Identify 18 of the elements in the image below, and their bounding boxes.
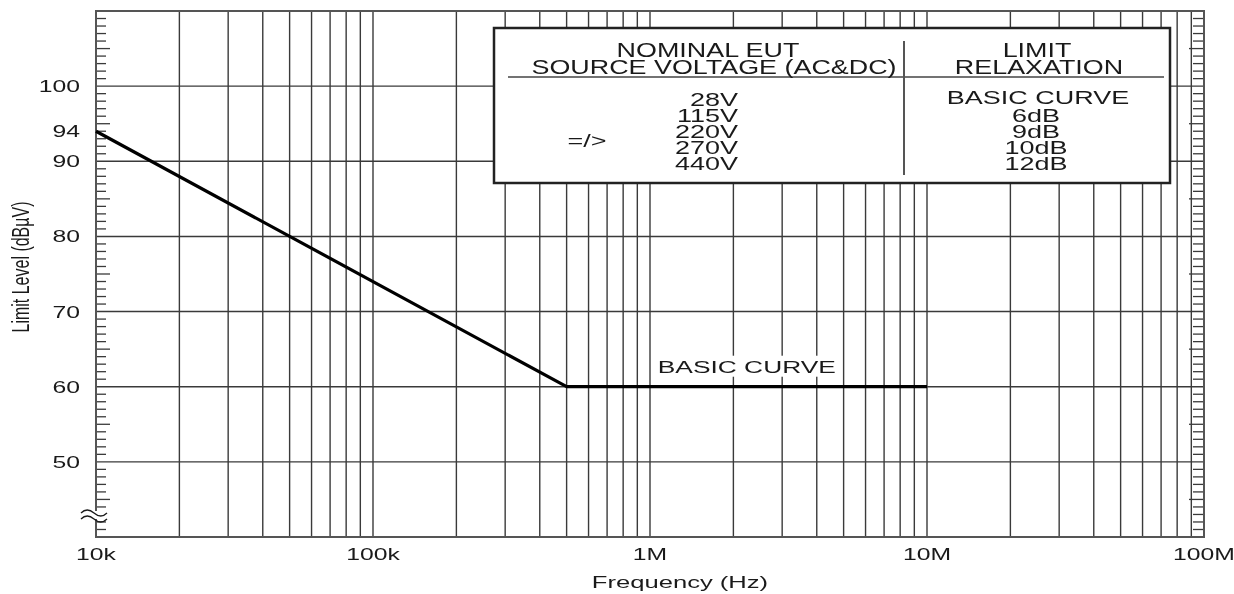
x-tick-label: 10M — [902, 545, 952, 564]
y-tick-label: 50 — [52, 452, 80, 471]
x-axis-title: Frequency (Hz) — [591, 573, 769, 592]
y-tick-label: 60 — [52, 377, 80, 396]
x-tick-label: 100k — [346, 545, 401, 564]
y-tick-label: 100 — [38, 77, 80, 96]
x-tick-label: 100M — [1173, 545, 1234, 564]
x-tick-label: 10k — [76, 545, 117, 564]
x-tick-label: 1M — [632, 545, 668, 564]
y-axis-title: Limit Level (dBµV) — [7, 201, 34, 333]
series-label: BASIC CURVE — [657, 357, 836, 377]
annotation: BASIC CURVE — [946, 87, 1130, 108]
y-tick-label: 90 — [52, 152, 80, 171]
y-tick-label: 94 — [52, 122, 81, 141]
y-tick-label: 70 — [52, 302, 80, 321]
y-tick-label: 80 — [52, 227, 80, 246]
annotation: SOURCE VOLTAGE (AC&DC) — [531, 56, 897, 78]
annotation: =/> — [567, 130, 607, 151]
